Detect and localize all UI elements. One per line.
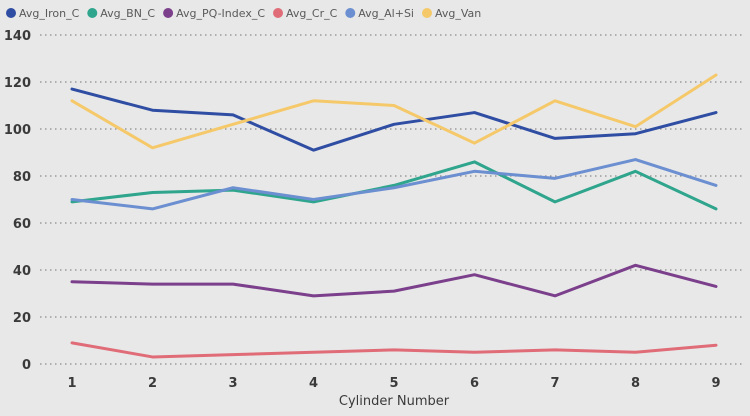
x-tick-label: 6 xyxy=(470,376,479,391)
x-tick-label: 1 xyxy=(67,376,76,391)
x-axis-title: Cylinder Number xyxy=(339,394,450,409)
x-tick-label: 5 xyxy=(389,376,398,391)
series-line-avg-al-si xyxy=(70,158,718,211)
legend-item[interactable]: Avg_PQ-Index_C xyxy=(163,7,265,20)
y-tick-label: 20 xyxy=(13,311,31,326)
series-line-avg-iron-c xyxy=(70,87,718,152)
series-line-avg-van xyxy=(70,73,718,150)
x-axis: 1 2 3 4 5 6 7 8 9 xyxy=(67,376,720,391)
legend-item[interactable]: Avg_Iron_C xyxy=(6,7,80,20)
x-tick-label: 7 xyxy=(550,376,559,391)
x-tick-label: 3 xyxy=(228,376,237,391)
legend-marker xyxy=(163,8,174,18)
x-tick-label: 8 xyxy=(631,376,640,391)
y-tick-label: 80 xyxy=(13,170,31,185)
legend-marker xyxy=(6,8,16,18)
legend-label: Avg_Iron_C xyxy=(19,7,80,20)
legend-marker xyxy=(87,8,98,18)
legend-item[interactable]: Avg_Cr_C xyxy=(273,7,338,20)
legend-marker xyxy=(422,8,432,18)
legend-item[interactable]: Avg_Van xyxy=(422,7,481,20)
legend: Avg_Iron_C Avg_BN_C Avg_PQ-Index_C Avg_Cr_C… xyxy=(6,7,481,20)
legend-item[interactable]: Avg_BN_C xyxy=(87,7,155,20)
y-tick-label: 100 xyxy=(4,123,31,138)
legend-label: Avg_Al+Si xyxy=(358,7,414,20)
y-axis: 0 20 40 60 80 100 120 140 xyxy=(4,29,31,373)
y-tick-label: 0 xyxy=(22,358,31,373)
y-tick-label: 40 xyxy=(13,264,31,279)
legend-label: Avg_Van xyxy=(435,7,481,20)
y-tick-label: 60 xyxy=(13,217,31,232)
legend-label: Avg_Cr_C xyxy=(286,7,338,20)
y-tick-label: 120 xyxy=(4,76,31,91)
series-line-avg-cr-c xyxy=(70,341,718,359)
x-tick-label: 4 xyxy=(309,376,318,391)
series-layer xyxy=(70,73,718,359)
y-tick-label: 140 xyxy=(4,29,31,44)
legend-label: Avg_BN_C xyxy=(100,7,155,20)
x-tick-label: 2 xyxy=(148,376,157,391)
legend-label: Avg_PQ-Index_C xyxy=(176,7,265,20)
legend-item[interactable]: Avg_Al+Si xyxy=(345,7,414,20)
grid xyxy=(40,34,745,365)
legend-marker xyxy=(345,8,356,18)
legend-marker xyxy=(273,8,284,18)
series-line-avg-pq-index-c xyxy=(70,263,718,298)
series-line-avg-bn-c xyxy=(70,160,718,211)
x-tick-label: 9 xyxy=(711,376,720,391)
